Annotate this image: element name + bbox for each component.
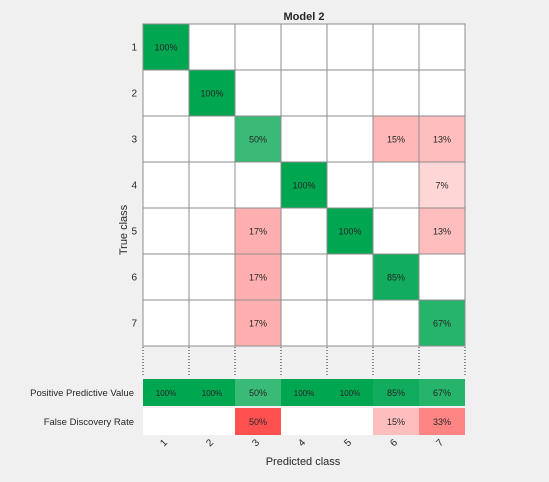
predicted-class-tick-6: 6 — [388, 437, 400, 449]
matrix-cell-r5-c4 — [281, 208, 327, 254]
summary-cell-2-c2 — [189, 408, 235, 435]
matrix-cell-r1-c5 — [327, 24, 373, 70]
matrix-cell-r6-c7 — [419, 254, 465, 300]
summary-value-1-c7: 67% — [433, 388, 451, 398]
matrix-cell-r4-c3 — [235, 162, 281, 208]
matrix-cell-r6-c1 — [143, 254, 189, 300]
summary-value-1-c3: 50% — [249, 388, 267, 398]
summary-value-1-c4: 100% — [294, 389, 314, 398]
matrix-cell-r2-c7 — [419, 70, 465, 116]
matrix-cell-value-r7-c3: 17% — [249, 319, 267, 329]
matrix-cell-value-r3-c3: 50% — [249, 135, 267, 145]
matrix-cell-r5-c1 — [143, 208, 189, 254]
matrix-cell-r3-c4 — [281, 116, 327, 162]
matrix-cell-r3-c1 — [143, 116, 189, 162]
matrix-cell-r5-c2 — [189, 208, 235, 254]
matrix-cell-r6-c2 — [189, 254, 235, 300]
true-class-tick-1: 1 — [131, 43, 137, 54]
matrix-cell-r7-c1 — [143, 300, 189, 346]
matrix-cell-r1-c7 — [419, 24, 465, 70]
predicted-class-ticks: 1 2 3 4 5 6 7 — [158, 437, 446, 449]
true-class-tick-4: 4 — [131, 181, 137, 192]
matrix-cells: 100% 100% 50% 15% 13% 100% 7% 17% 100% 13% 17% 85% 1… — [143, 24, 465, 346]
matrix-cell-r3-c5 — [327, 116, 373, 162]
y-axis-label: True class — [118, 204, 130, 255]
predicted-class-tick-7: 7 — [434, 437, 446, 449]
matrix-cell-value-r5-c3: 17% — [249, 227, 267, 237]
matrix-cell-r4-c2 — [189, 162, 235, 208]
summary-value-1-c5: 100% — [340, 389, 360, 398]
matrix-cell-r2-c4 — [281, 70, 327, 116]
summary-value-1-c1: 100% — [156, 389, 176, 398]
matrix-cell-r1-c6 — [373, 24, 419, 70]
matrix-cell-r4-c5 — [327, 162, 373, 208]
matrix-cell-r2-c6 — [373, 70, 419, 116]
matrix-cell-value-r4-c4: 100% — [292, 181, 315, 191]
true-class-tick-5: 5 — [131, 227, 137, 238]
matrix-cell-value-r1-c1: 100% — [154, 43, 177, 53]
predicted-class-tick-4: 4 — [296, 437, 308, 449]
predicted-class-tick-5: 5 — [342, 437, 354, 449]
chart-title: Model 2 — [284, 11, 325, 23]
predicted-class-tick-2: 2 — [204, 437, 216, 449]
summary-row-labels: Positive Predictive Value False Discovery… — [30, 388, 134, 428]
matrix-cell-r6-c4 — [281, 254, 327, 300]
matrix-cell-r7-c2 — [189, 300, 235, 346]
true-class-tick-6: 6 — [131, 273, 137, 284]
matrix-cell-r7-c6 — [373, 300, 419, 346]
true-class-tick-3: 3 — [131, 135, 137, 146]
summary-value-1-c6: 85% — [387, 388, 405, 398]
matrix-cell-r4-c1 — [143, 162, 189, 208]
true-class-tick-7: 7 — [131, 319, 137, 330]
summary-cell-2-c1 — [143, 408, 189, 435]
summary-cell-2-c4 — [281, 408, 327, 435]
summary-value-2-c3: 50% — [249, 417, 267, 427]
matrix-cell-value-r2-c2: 100% — [200, 89, 223, 99]
predicted-class-tick-3: 3 — [250, 437, 262, 449]
summary-row-label-1: Positive Predictive Value — [30, 388, 134, 399]
matrix-cell-r6-c5 — [327, 254, 373, 300]
summary-value-2-c6: 15% — [387, 417, 405, 427]
summary-cells: 100% 100% 50% 100% 100% 85% 67% 50% 15% 33% — [143, 379, 465, 435]
matrix-cell-value-r7-c7: 67% — [433, 319, 451, 329]
matrix-cell-r3-c2 — [189, 116, 235, 162]
matrix-cell-r7-c4 — [281, 300, 327, 346]
matrix-cell-r7-c5 — [327, 300, 373, 346]
matrix-cell-r2-c3 — [235, 70, 281, 116]
summary-cell-2-c5 — [327, 408, 373, 435]
matrix-cell-value-r5-c5: 100% — [338, 227, 361, 237]
summary-value-1-c2: 100% — [202, 389, 222, 398]
true-class-ticks: 1 2 3 4 5 6 7 — [131, 43, 137, 330]
matrix-cell-r2-c5 — [327, 70, 373, 116]
matrix-cell-value-r4-c7: 7% — [435, 181, 448, 191]
summary-separator — [143, 347, 465, 377]
matrix-cell-r5-c6 — [373, 208, 419, 254]
matrix-cell-r4-c6 — [373, 162, 419, 208]
matrix-cell-value-r3-c6: 15% — [387, 135, 405, 145]
matrix-cell-value-r6-c3: 17% — [249, 273, 267, 283]
matrix-cell-r1-c4 — [281, 24, 327, 70]
true-class-tick-2: 2 — [131, 89, 137, 100]
matrix-cell-r1-c2 — [189, 24, 235, 70]
matrix-cell-value-r6-c6: 85% — [387, 273, 405, 283]
predicted-class-tick-1: 1 — [158, 437, 170, 449]
matrix-cell-r1-c3 — [235, 24, 281, 70]
matrix-cell-value-r3-c7: 13% — [433, 135, 451, 145]
summary-row-label-2: False Discovery Rate — [44, 417, 134, 428]
summary-value-2-c7: 33% — [433, 417, 451, 427]
matrix-cell-r2-c1 — [143, 70, 189, 116]
matrix-cell-value-r5-c7: 13% — [433, 227, 451, 237]
x-axis-label: Predicted class — [266, 456, 341, 468]
